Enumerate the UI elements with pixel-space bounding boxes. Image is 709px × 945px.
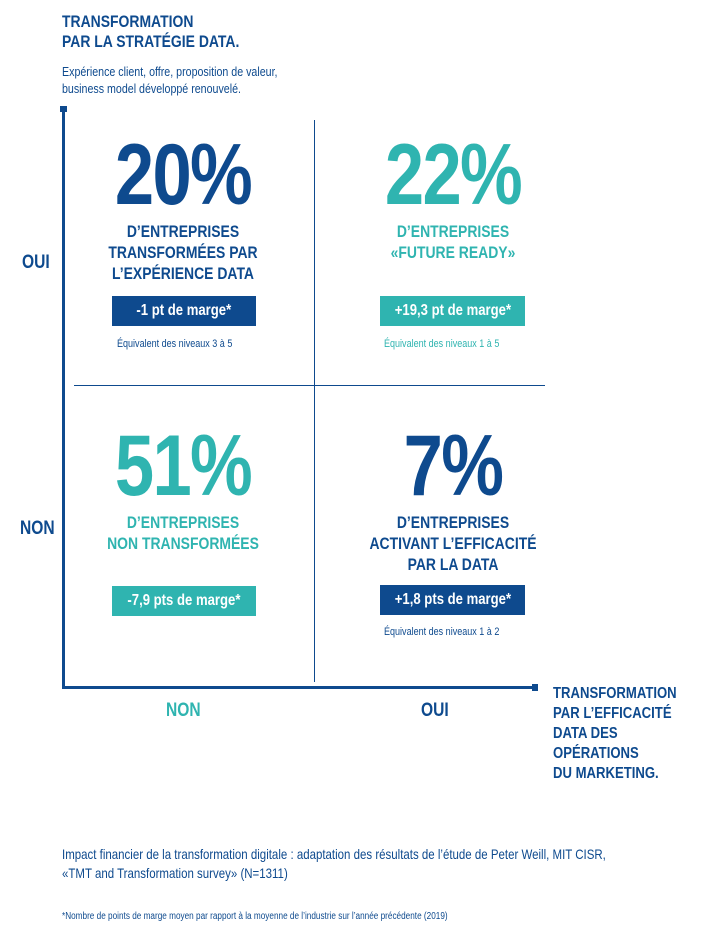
equivalent-note: Équivalent des niveaux 3 à 5 [117,338,233,350]
percent-value: 7% [403,418,504,514]
source-note: Impact financier de la transformation di… [62,846,606,881]
y-axis-cap [60,106,67,112]
quadrant-description: D’ENTREPRISES ACTIVANT L’EFFICACITÉ PAR … [369,513,537,574]
equivalent-note: Équivalent des niveaux 1 à 2 [384,626,500,638]
vertical-divider [314,120,315,682]
quadrant-bottom-left: 51% D’ENTREPRISES NON TRANSFORMÉES [63,423,303,554]
y-axis-subtitle: Expérience client, offre, proposition de… [62,64,278,96]
percent-value: 51% [114,418,253,514]
percent-value: 20% [114,127,253,223]
quadrant-description: D’ENTREPRISES TRANSFORMÉES PAR L’EXPÉRIE… [108,222,258,283]
margin-badge: +19,3 pt de marge* [380,296,525,326]
y-label-oui: OUI [22,252,50,273]
x-axis-title: TRANSFORMATION PAR L’EFFICACITÉ DATA DES… [553,685,677,782]
margin-badge: -7,9 pts de marge* [112,586,256,616]
x-label-oui: OUI [421,700,449,721]
quadrant-bottom-right: 7% D’ENTREPRISES ACTIVANT L’EFFICACITÉ P… [333,423,573,575]
y-axis-line [62,108,65,689]
quadrant-top-right: 22% D’ENTREPRISES «FUTURE READY» [333,132,573,263]
quadrant-top-left: 20% D’ENTREPRISES TRANSFORMÉES PAR L’EXP… [63,132,303,284]
x-axis-cap [532,684,538,691]
footnote: *Nombre de points de marge moyen par rap… [62,911,448,922]
percent-value: 22% [384,127,523,223]
margin-badge: +1,8 pts de marge* [380,585,525,615]
x-label-non: NON [166,700,201,721]
equivalent-note: Équivalent des niveaux 1 à 5 [384,338,500,350]
quadrant-description: D’ENTREPRISES NON TRANSFORMÉES [107,513,259,553]
y-axis-title: TRANSFORMATION PAR LA STRATÉGIE DATA. [62,12,240,51]
horizontal-divider [74,385,545,386]
y-label-non: NON [20,518,55,539]
quadrant-description: D’ENTREPRISES «FUTURE READY» [390,222,516,262]
margin-badge: -1 pt de marge* [112,296,256,326]
x-axis-line [62,686,536,689]
